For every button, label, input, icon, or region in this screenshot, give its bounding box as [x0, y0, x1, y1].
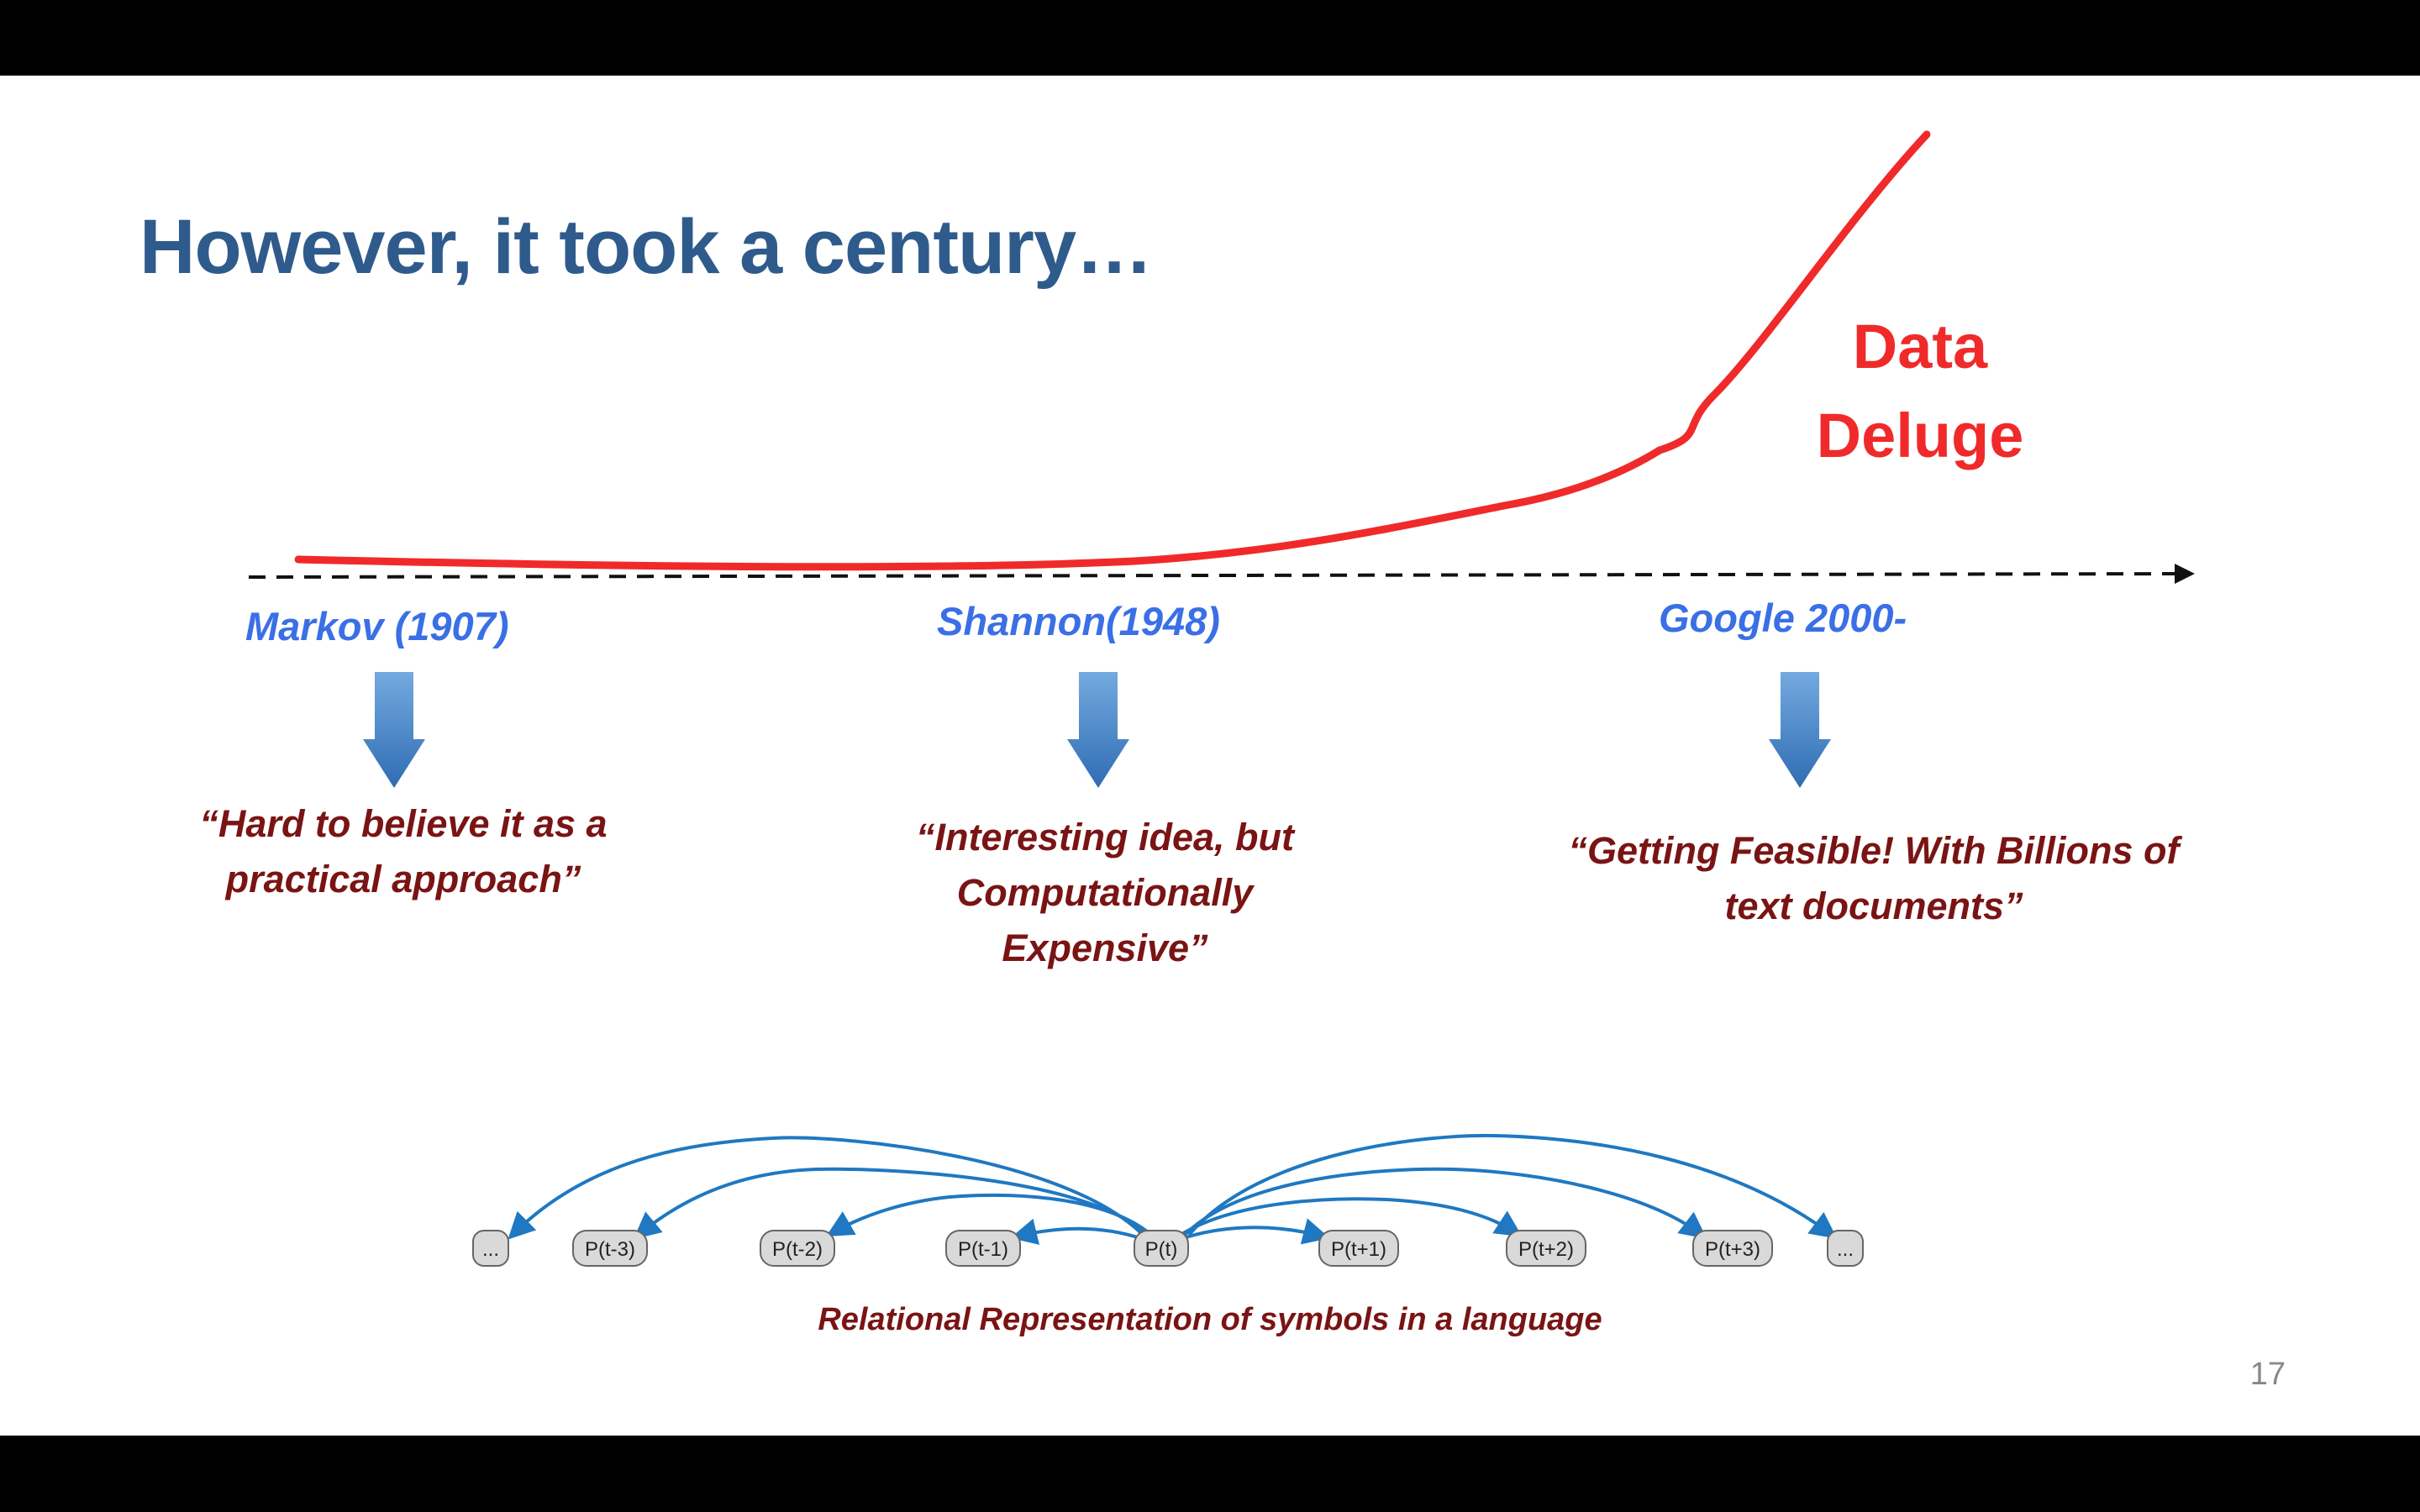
slide-title: However, it took a century…: [139, 204, 1153, 290]
node-label: P(t+2): [1518, 1238, 1574, 1261]
era-markov: Markov (1907): [245, 604, 509, 648]
node-label: ...: [482, 1238, 499, 1261]
quote-shannon: “Interesting idea, but Computationally E…: [915, 816, 1295, 969]
node-box: [1692, 1230, 1773, 1267]
timeline-axis: [248, 564, 2195, 585]
link-to-t+2: [1179, 1197, 1523, 1237]
data-deluge-line: Deluge: [1816, 401, 2024, 470]
node-label: P(t-3): [585, 1238, 635, 1261]
data-growth-curve: [294, 130, 1931, 571]
slide-graphics: ... P(t-3) P(t-2) P(t-1) P(t) P(t+1) P(t…: [248, 130, 2195, 1267]
page-number: 17: [2249, 1357, 2286, 1392]
link-to-t-1: [1010, 1218, 1144, 1245]
link-to-t+1: [1180, 1218, 1330, 1245]
node-label: P(t): [1145, 1238, 1178, 1261]
down-arrow-icon: [1769, 672, 1831, 788]
quote-markov: “Hard to believe it as a practical appro…: [199, 802, 608, 900]
diagram-nodes: [472, 1230, 1864, 1267]
node-box: [760, 1230, 835, 1267]
node-box: [1318, 1230, 1399, 1267]
link-to-next-ellipsis: [1187, 1133, 1838, 1239]
link-to-t+3: [1183, 1167, 1707, 1239]
node-label: ...: [1837, 1238, 1854, 1261]
link-to-prev-ellipsis: [508, 1136, 1144, 1240]
link-to-t-3: [633, 1167, 1149, 1240]
diagram-node-labels: ... P(t-3) P(t-2) P(t-1) P(t) P(t+1) P(t…: [482, 1238, 1854, 1261]
diagram-caption: Relational Representation of symbols in …: [818, 1302, 1602, 1337]
node-box: [1134, 1230, 1189, 1267]
era-google: Google 2000-: [1659, 596, 1907, 640]
node-label: P(t+3): [1705, 1238, 1760, 1261]
node-box: [1506, 1230, 1586, 1267]
down-arrow-icon: [363, 672, 425, 788]
down-arrow-icon: [1067, 672, 1129, 788]
slide: ... P(t-3) P(t-2) P(t-1) P(t) P(t+1) P(t…: [0, 76, 2420, 1436]
node-box: [572, 1230, 648, 1267]
node-box: [945, 1230, 1021, 1267]
node-label: P(t+1): [1331, 1238, 1386, 1261]
data-deluge-line: Data: [1852, 312, 1988, 381]
era-shannon: Shannon(1948): [937, 599, 1220, 643]
node-label: P(t-2): [772, 1238, 823, 1261]
node-label: P(t-1): [958, 1238, 1008, 1261]
quote-google: “Getting Feasible! With Billions of text…: [1568, 829, 2180, 927]
node-box: [1827, 1230, 1864, 1267]
link-to-t-2: [826, 1193, 1153, 1236]
diagram-links: [508, 1133, 1838, 1245]
data-deluge-label: Data Deluge: [1765, 302, 2075, 480]
node-box: [472, 1230, 509, 1267]
